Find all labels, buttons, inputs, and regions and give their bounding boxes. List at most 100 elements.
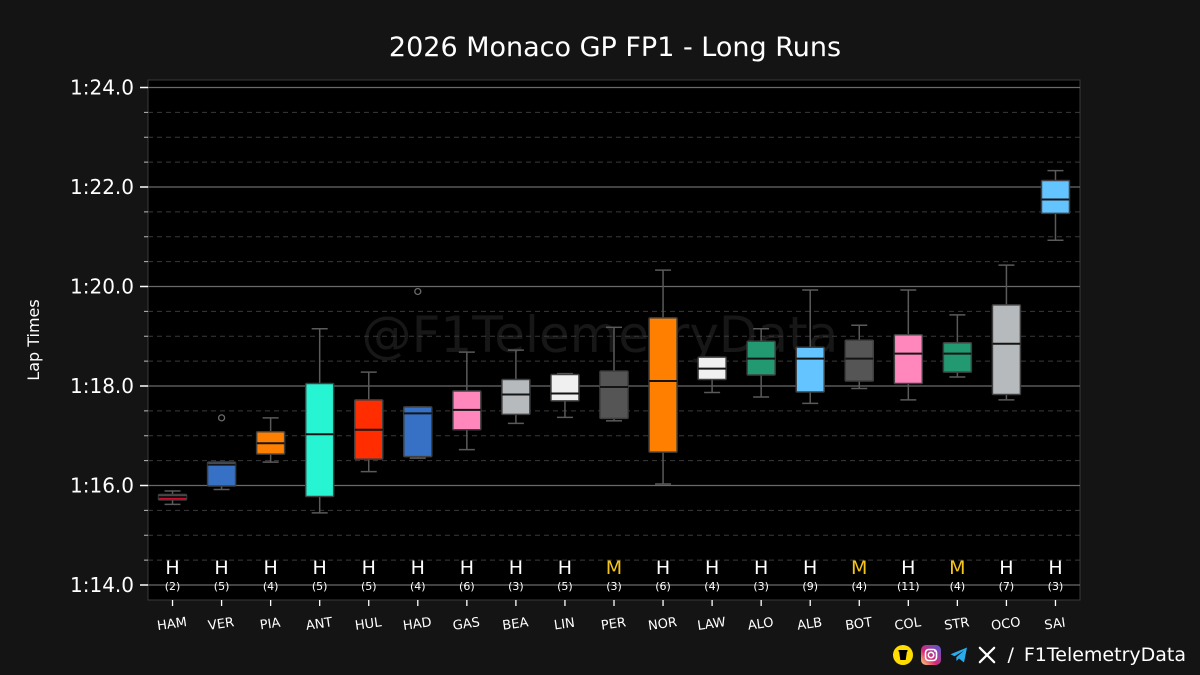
compound-label: H (558, 557, 572, 579)
box-iqr (304, 382, 335, 498)
compound-label: H (1048, 557, 1062, 579)
box-had: H(4) (403, 287, 433, 593)
compound-label: H (411, 557, 425, 579)
compound-label: M (851, 557, 867, 579)
compound-label: H (460, 557, 474, 579)
compound-label: H (705, 557, 719, 579)
compound-label: H (901, 557, 915, 579)
lap-count-label: (3) (606, 580, 622, 593)
lap-count-label: (3) (753, 580, 769, 593)
box-bot: M(4) (844, 324, 875, 593)
box-iqr (942, 341, 973, 373)
x-tick-label: GAS (452, 615, 481, 634)
outlier-point (217, 414, 226, 422)
box-iqr (403, 406, 433, 458)
buymeacoffee-icon[interactable] (893, 645, 914, 665)
box-iqr (844, 339, 875, 382)
box-bea: H(3) (501, 349, 531, 593)
lap-count-label: (5) (214, 580, 230, 593)
box-sai: H(3) (1040, 169, 1071, 593)
y-tick-label: 1:14.0 (70, 573, 134, 597)
box-law: H(4) (697, 356, 727, 593)
lap-count-label: (6) (459, 580, 475, 593)
box-iqr (991, 304, 1022, 396)
lap-count-label: (3) (1048, 580, 1064, 593)
compound-label: H (214, 557, 228, 579)
lap-count-label: (5) (361, 580, 377, 593)
x-icon[interactable] (977, 645, 997, 665)
box-ver: H(5) (206, 414, 237, 593)
lap-count-label: (4) (851, 580, 867, 593)
footer-handle[interactable]: F1TelemetryData (1023, 644, 1186, 666)
lap-count-label: (9) (802, 580, 818, 593)
box-iqr (550, 373, 580, 402)
x-tick-label: SAI (1043, 616, 1066, 634)
y-tick-label: 1:24.0 (70, 76, 134, 100)
box-iqr (1040, 179, 1071, 215)
x-tick-label: HAM (156, 615, 188, 634)
lap-count-label: (6) (655, 580, 671, 593)
box-iqr (795, 346, 825, 393)
x-tick-label: LIN (553, 616, 576, 634)
box-hul: H(5) (353, 371, 384, 593)
box-oco: H(7) (991, 264, 1022, 593)
y-tick-label: 1:20.0 (70, 275, 134, 299)
lap-count-label: (5) (312, 580, 328, 593)
compound-label: H (263, 557, 277, 579)
x-tick-label: OCO (990, 615, 1021, 634)
compound-label: M (606, 557, 622, 579)
x-tick-label: HUL (354, 615, 383, 634)
lap-count-label: (7) (999, 580, 1015, 593)
compound-label: H (999, 557, 1013, 579)
y-axis-label: Lap Times (24, 299, 43, 380)
y-tick-label: 1:18.0 (70, 374, 134, 398)
box-alo: H(3) (746, 328, 776, 593)
box-per: M(3) (599, 326, 629, 593)
instagram-icon[interactable] (921, 645, 942, 665)
y-axis: 1:14.0 1:16.0 1:18.0 1:20.0 1:22.0 1:24.0 (70, 76, 148, 597)
box-gas: H(6) (452, 351, 482, 593)
lap-count-label: (5) (557, 580, 573, 593)
box-alb: H(9) (795, 289, 825, 593)
x-tick-label: BEA (501, 615, 529, 633)
x-tick-label: STR (943, 615, 970, 633)
compound-label: M (949, 557, 965, 579)
box-ham: H(2) (157, 490, 188, 593)
footer-separator: / (1007, 644, 1014, 666)
box-iqr (206, 461, 237, 487)
lap-count-label: (11) (897, 580, 920, 593)
lap-count-label: (2) (165, 580, 181, 593)
x-axis: HAM VER PIA ANT HUL HAD GAS BEA LIN PER NOR LAW ALO A… (156, 600, 1067, 634)
compound-label: H (754, 557, 768, 579)
box-iqr (648, 317, 678, 453)
box-pia: H(4) (255, 417, 286, 593)
box-series: H(2)H(5)H(4)H(5)H(5)H(4)H(6)H(3)H(5)M(3)… (157, 169, 1071, 593)
telegram-icon[interactable] (949, 645, 969, 665)
x-tick-label: ALO (747, 615, 775, 633)
box-nor: H(6) (648, 269, 678, 593)
outlier-point (414, 287, 422, 296)
box-ant: H(5) (304, 328, 335, 593)
chart-title: 2026 Monaco GP FP1 - Long Runs (389, 32, 841, 63)
x-tick-label: NOR (647, 615, 678, 634)
compound-label: H (509, 557, 523, 579)
y-tick-label: 1:16.0 (70, 474, 134, 498)
compound-label: H (362, 557, 376, 579)
box-iqr (501, 378, 531, 416)
x-tick-label: PIA (259, 616, 282, 634)
compound-label: H (165, 557, 179, 579)
x-tick-label: HAD (402, 615, 432, 634)
box-lin: H(5) (550, 372, 580, 593)
footer: / F1TelemetryData (893, 643, 1186, 667)
compound-label: H (803, 557, 817, 579)
x-tick-label: VER (207, 615, 235, 633)
lap-count-label: (4) (410, 580, 426, 593)
lap-count-label: (4) (950, 580, 966, 593)
y-tick-label: 1:22.0 (70, 175, 134, 199)
box-iqr (893, 334, 924, 385)
box-iqr (599, 370, 629, 420)
box-col: H(11) (893, 289, 924, 593)
x-tick-label: BOT (844, 615, 873, 634)
x-tick-label: ANT (305, 615, 333, 634)
